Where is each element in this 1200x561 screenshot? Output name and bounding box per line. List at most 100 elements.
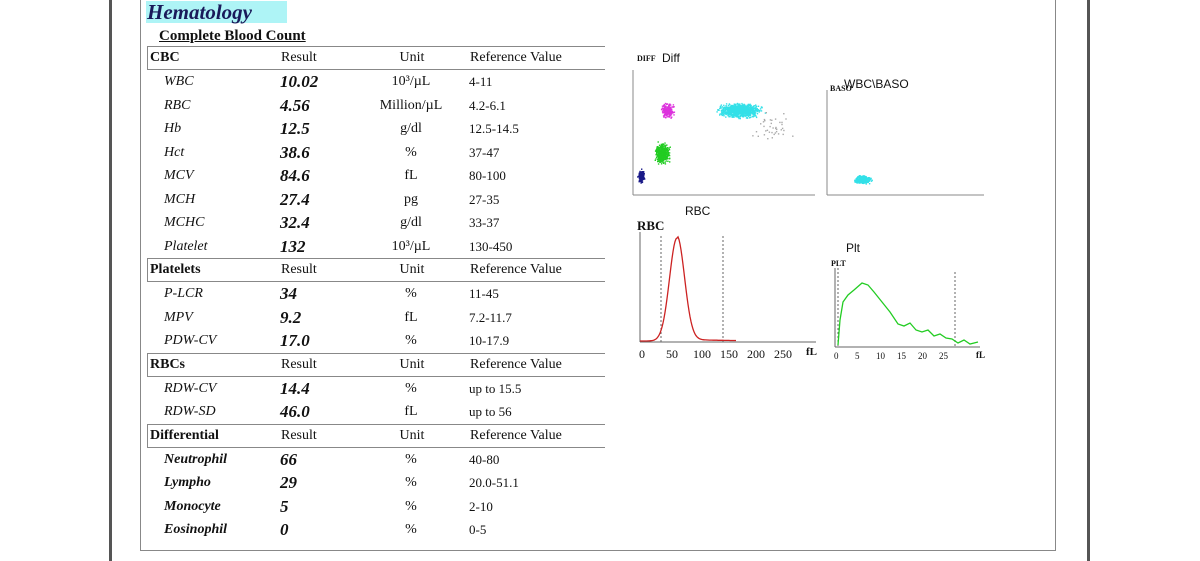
diff-scatter-canvas xyxy=(632,70,815,196)
test-unit: % xyxy=(405,522,417,537)
test-result: 27.4 xyxy=(280,189,310,209)
test-name: Monocyte xyxy=(164,498,221,514)
section-title: Hematology xyxy=(146,1,287,23)
test-unit: fL xyxy=(404,168,418,183)
test-unit: % xyxy=(405,286,417,301)
rbc-histogram: RBC RBC 0 50 100 150 200 250 fL xyxy=(636,202,826,367)
result-header: Result xyxy=(281,262,317,277)
axis-tick-label: 0 xyxy=(639,347,645,361)
test-result: 5 xyxy=(280,496,289,516)
test-reference: 2-10 xyxy=(469,498,493,514)
test-name: P-LCR xyxy=(164,286,203,301)
test-name: MCH xyxy=(164,191,196,207)
test-unit: fL xyxy=(404,309,418,325)
plt-histogram: Plt PLT 0 5 10 15 20 25 fL xyxy=(830,240,990,367)
test-name: MPV xyxy=(164,309,193,325)
baso-scatter-canvas xyxy=(826,90,984,196)
axis-tick-label: 150 xyxy=(720,347,738,361)
test-result: 34 xyxy=(280,284,297,303)
report-border xyxy=(140,0,1056,551)
test-result: 66 xyxy=(280,449,297,469)
test-result: 132 xyxy=(280,236,306,256)
table-row: RBC 4.56 Million/µL 4.2-6.1 xyxy=(147,94,605,118)
group-name: Platelets xyxy=(150,262,201,277)
neutrophil-cluster xyxy=(716,102,767,120)
group-header: Platelets Result Unit Reference Value xyxy=(147,258,605,282)
axis-tick-label: 25 xyxy=(939,351,948,361)
test-result: 14.4 xyxy=(280,378,310,398)
test-reference: 20.0-51.1 xyxy=(469,475,519,490)
test-name: RDW-CV xyxy=(164,380,217,396)
page-frame-left xyxy=(109,0,112,561)
test-unit: fL xyxy=(404,404,418,419)
test-reference: 130-450 xyxy=(469,238,513,254)
plt-title: Plt xyxy=(846,241,861,255)
test-name: MCHC xyxy=(164,215,205,230)
test-reference: 11-45 xyxy=(469,286,499,301)
test-result: 9.2 xyxy=(280,307,302,327)
test-name: RDW-SD xyxy=(164,404,216,419)
result-header: Result xyxy=(281,50,317,65)
test-result: 17.0 xyxy=(280,331,310,350)
table-row: MCV 84.6 fL 80-100 xyxy=(147,164,605,188)
test-name: Eosinophil xyxy=(164,522,228,537)
test-name: Platelet xyxy=(164,238,208,254)
test-result: 29 xyxy=(280,473,297,492)
baso-cluster xyxy=(854,175,873,185)
table-row: MPV 9.2 fL 7.2-11.7 xyxy=(147,306,605,330)
rbc-distribution-curve xyxy=(640,235,736,342)
test-unit: g/dl xyxy=(400,121,422,136)
table-row: PDW-CV 17.0% 10-17.9 xyxy=(147,329,605,353)
table-row: Monocyte 5% 2-10 xyxy=(147,495,605,519)
lymphocyte-cluster xyxy=(654,141,671,165)
table-row: WBC 10.02 10³/µL 4-11 xyxy=(147,70,605,94)
axis-tick-label: 200 xyxy=(747,347,765,361)
test-unit: pg xyxy=(404,191,418,207)
table-row: P-LCR 34% 11-45 xyxy=(147,282,605,306)
axis-tick-label: 10 xyxy=(876,351,885,361)
test-reference: up to 15.5 xyxy=(469,380,522,396)
test-unit: 10³/µL xyxy=(391,74,431,89)
group-header: RBCs Result Unit Reference Value xyxy=(147,352,605,377)
group-header: CBC Result Unit Reference Value xyxy=(147,46,605,70)
table-row: RDW-CV 14.4% up to 15.5 xyxy=(147,377,605,401)
unit-header: Unit xyxy=(399,262,425,277)
axis-tick-label: 100 xyxy=(693,347,711,361)
table-row: Hb 12.5 g/dl 12.5-14.5 xyxy=(147,117,605,141)
test-result: 38.6 xyxy=(280,142,310,162)
test-unit: % xyxy=(405,144,417,160)
axis-tick-label: 50 xyxy=(666,347,678,361)
test-reference: 7.2-11.7 xyxy=(469,309,512,325)
test-unit: % xyxy=(405,333,417,348)
plt-histogram-canvas xyxy=(834,268,980,348)
axis-tick-label: 20 xyxy=(918,351,927,361)
report-subtitle: Complete Blood Count xyxy=(159,28,306,44)
unit-header: Unit xyxy=(399,50,425,65)
test-unit: % xyxy=(405,380,417,396)
test-name: RBC xyxy=(164,97,191,113)
test-name: Neutrophil xyxy=(164,451,228,467)
plt-unit: fL xyxy=(976,350,985,360)
table-row: Platelet 132 10³/µL 130-450 xyxy=(147,235,605,259)
test-unit: % xyxy=(405,475,417,490)
diff-scatter-plot: DIFF Diff xyxy=(632,50,817,198)
test-result: 10.02 xyxy=(280,72,319,91)
test-name: MCV xyxy=(164,168,194,183)
plt-tag: PLT xyxy=(831,259,846,268)
page-frame-right xyxy=(1087,0,1090,561)
debris-cluster xyxy=(637,168,646,184)
diff-title: Diff xyxy=(662,51,680,65)
test-name: Hb xyxy=(164,121,182,136)
table-row: Lympho 29% 20.0-51.1 xyxy=(147,471,605,495)
test-result: 46.0 xyxy=(280,402,310,421)
axis-tick-label: 250 xyxy=(774,347,792,361)
table-row: RDW-SD 46.0 fL up to 56 xyxy=(147,400,605,424)
plt-distribution-curve xyxy=(837,282,979,346)
table-row: MCH 27.4 pg 27-35 xyxy=(147,188,605,212)
test-unit: % xyxy=(405,451,417,467)
test-reference: 33-37 xyxy=(469,215,500,230)
baso-tag: BASO xyxy=(830,84,852,93)
baso-scatter-plot: BASO WBC\BASO xyxy=(826,76,986,198)
unit-header: Unit xyxy=(399,427,425,443)
axis-tick-label: 15 xyxy=(897,351,906,361)
